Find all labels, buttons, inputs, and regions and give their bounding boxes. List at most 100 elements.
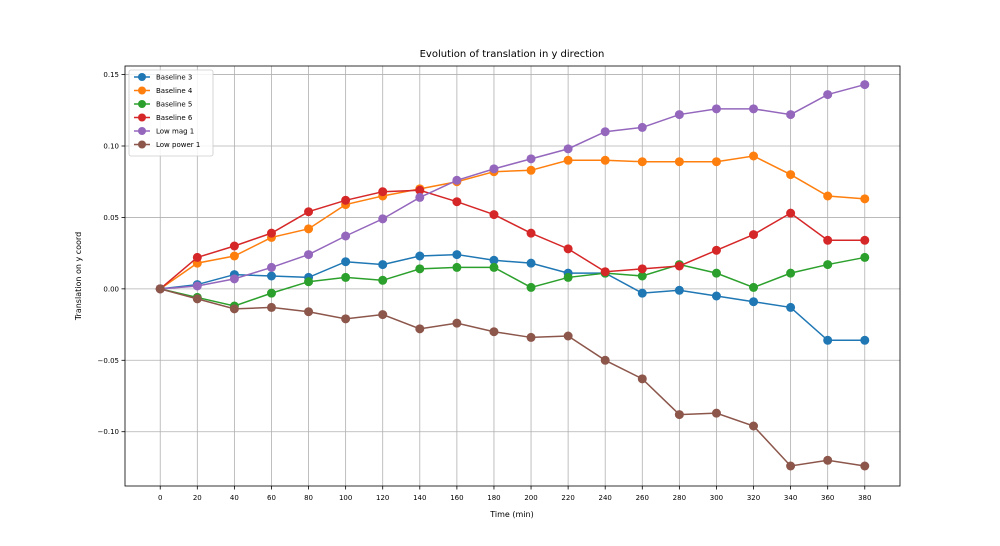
data-point [266,228,276,238]
x-tick-label: 260 [636,494,649,502]
data-point [600,155,610,165]
x-tick-label: 240 [599,494,612,502]
x-tick-label: 220 [561,494,574,502]
data-point [674,261,684,271]
data-point [711,245,721,255]
x-axis-label: Time (min) [489,510,533,519]
data-point [711,268,721,278]
series-line [160,253,865,342]
data-point [786,110,796,120]
data-point [378,187,388,197]
data-point [786,461,796,471]
data-point [674,285,684,295]
y-tick-label: 0.15 [103,71,119,79]
x-tick-label: 360 [821,494,834,502]
data-point [526,165,536,175]
data-point [378,310,388,320]
data-point [229,251,239,261]
data-point [749,151,759,161]
x-tick-label: 80 [304,494,313,502]
x-tick-label: 380 [858,494,871,502]
data-point [415,192,425,202]
data-point [304,250,314,260]
data-point [563,272,573,282]
x-tick-label: 340 [784,494,797,502]
data-point [229,304,239,314]
data-point [526,258,536,268]
data-point [452,250,462,260]
data-point [637,288,647,298]
data-point [192,294,202,304]
data-point [749,230,759,240]
data-point [600,355,610,365]
data-point [266,302,276,312]
data-point [378,214,388,224]
data-point [489,327,499,337]
data-point [415,185,425,195]
data-point [749,297,759,307]
data-point [823,455,833,465]
data-point [526,154,536,164]
data-point [304,224,314,234]
data-point [415,264,425,274]
data-point [823,260,833,270]
data-point [674,110,684,120]
legend-label: Baseline 6 [156,114,193,122]
legend-label: Baseline 3 [156,74,192,82]
data-point [526,282,536,292]
data-point [786,170,796,180]
data-point [489,262,499,272]
data-point [786,302,796,312]
y-axis-label: Translation on y coord [74,232,83,321]
legend-marker [138,100,146,108]
data-point [266,262,276,272]
data-point [341,314,351,324]
data-point [823,90,833,100]
x-tick-label: 100 [339,494,352,502]
x-tick-label: 40 [230,494,239,502]
chart-title: Evolution of translation in y direction [420,49,605,60]
series-line [160,256,865,307]
series-line [159,155,865,290]
legend-marker [138,73,146,81]
x-axis: 0 20 40 60 80 100 120 140 160 180 200 220 240 260 280 3… [158,486,871,502]
x-tick-label: 320 [747,494,760,502]
data-point [489,255,499,265]
data-point [600,267,610,277]
data-point [860,252,870,262]
data-point [526,228,536,238]
series-line [159,189,865,290]
data-point [489,210,499,220]
y-tick-label: 0.05 [103,214,119,222]
data-point [711,104,721,114]
series-low-power-1 [155,284,870,471]
x-tick-label: 300 [710,494,723,502]
data-point [563,244,573,254]
legend-marker [138,127,146,135]
data-point [749,282,759,292]
data-point [229,241,239,251]
data-point [378,275,388,285]
data-point [415,324,425,334]
data-point [415,251,425,261]
data-point [637,157,647,167]
x-tick-label: 20 [193,494,202,502]
data-point [155,284,165,294]
data-point [304,207,314,217]
data-point [192,281,202,291]
data-point [304,277,314,287]
plot-area-frame [124,65,901,487]
legend-label: Low mag 1 [156,128,194,136]
data-point [266,288,276,298]
data-point [711,291,721,301]
data-point [823,191,833,201]
y-tick-label: −0.05 [98,357,119,365]
data-point [786,208,796,218]
data-point [637,264,647,274]
data-point [860,235,870,245]
x-tick-label: 0 [158,494,162,502]
series-baseline-3 [155,250,870,345]
data-point [860,80,870,90]
x-tick-label: 60 [267,494,276,502]
